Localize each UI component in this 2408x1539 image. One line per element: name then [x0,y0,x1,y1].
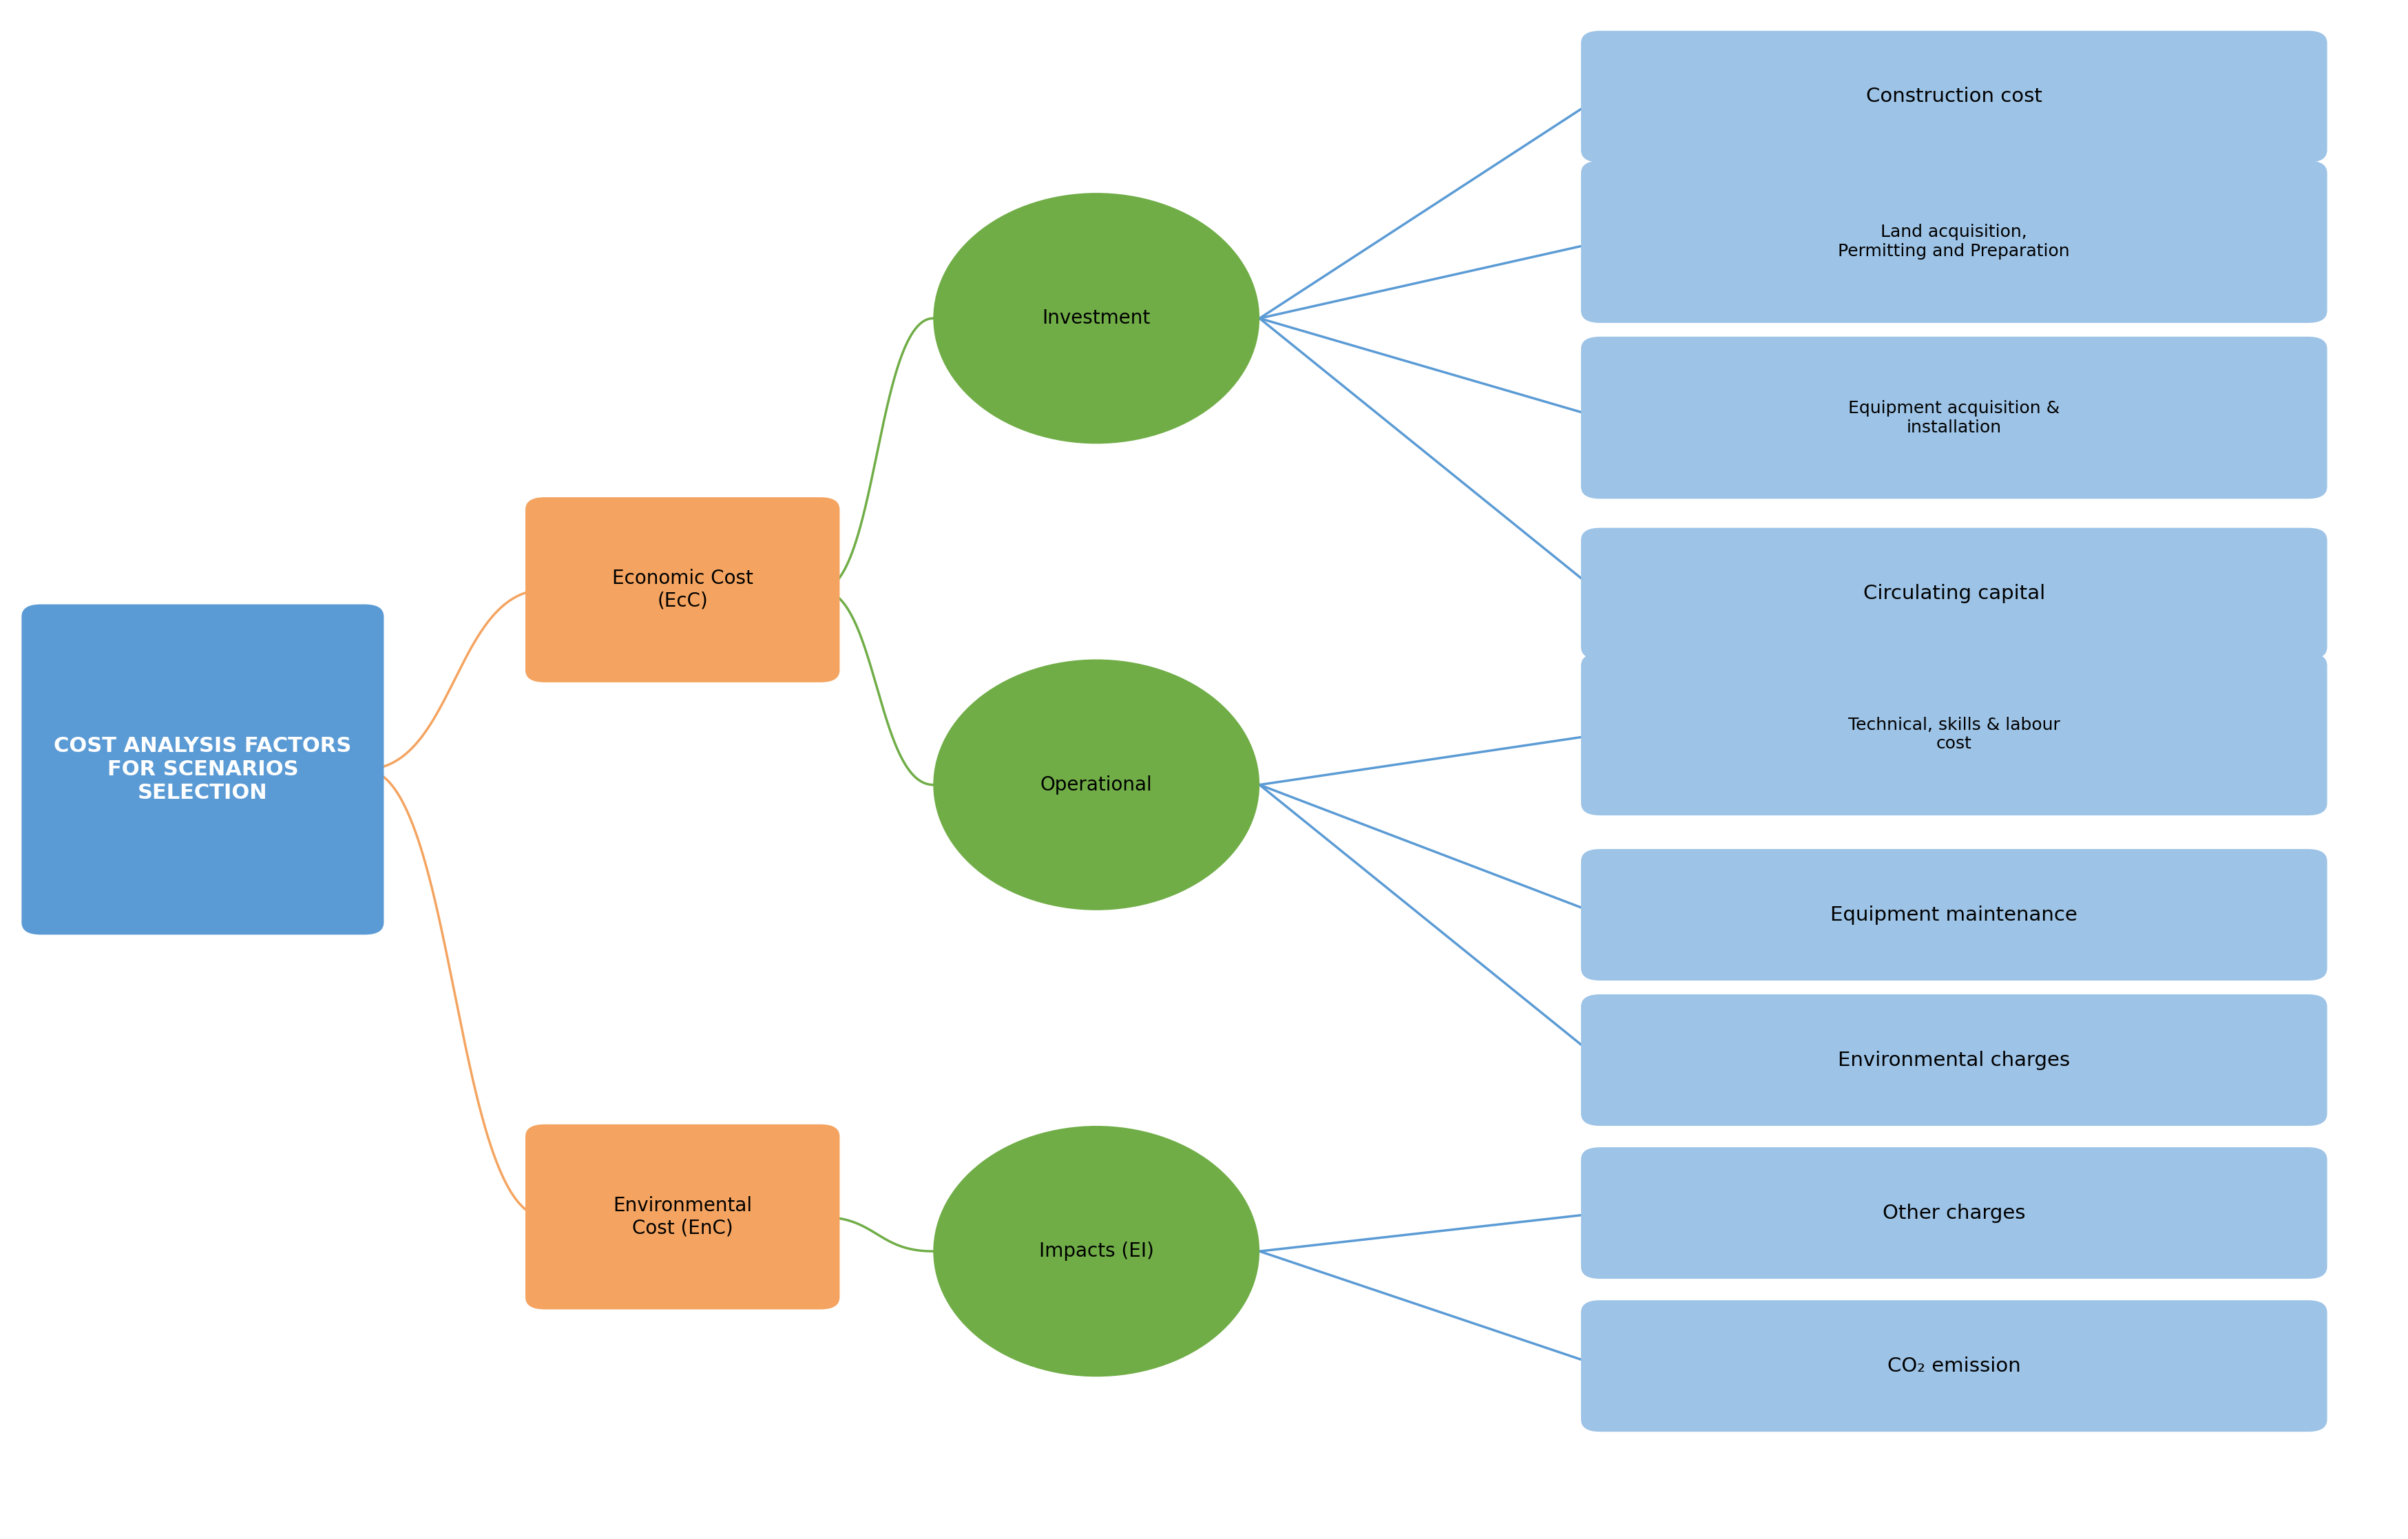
Text: Technical, skills & labour
cost: Technical, skills & labour cost [1847,717,2059,753]
FancyBboxPatch shape [22,605,383,934]
FancyBboxPatch shape [1580,160,2326,323]
Text: Construction cost: Construction cost [1866,86,2042,106]
Text: Land acquisition,
Permitting and Preparation: Land acquisition, Permitting and Prepara… [1837,225,2068,260]
FancyBboxPatch shape [525,1125,840,1310]
Ellipse shape [932,1127,1259,1377]
FancyBboxPatch shape [1580,1147,2326,1279]
Text: Environmental
Cost (EnC): Environmental Cost (EnC) [612,1196,751,1237]
FancyBboxPatch shape [1580,994,2326,1127]
Text: Impacts (EI): Impacts (EI) [1038,1242,1153,1260]
Text: Economic Cost
(EcC): Economic Cost (EcC) [612,569,754,611]
Text: Circulating capital: Circulating capital [1861,583,2044,603]
FancyBboxPatch shape [1580,528,2326,659]
Text: CO₂ emission: CO₂ emission [1888,1356,2020,1376]
FancyBboxPatch shape [1580,1300,2326,1431]
Ellipse shape [932,192,1259,443]
Text: Investment: Investment [1043,309,1151,328]
Ellipse shape [932,659,1259,910]
FancyBboxPatch shape [1580,337,2326,499]
FancyBboxPatch shape [1580,31,2326,162]
FancyBboxPatch shape [525,497,840,682]
FancyBboxPatch shape [1580,850,2326,980]
Text: Equipment maintenance: Equipment maintenance [1830,905,2078,925]
Text: COST ANALYSIS FACTORS
FOR SCENARIOS
SELECTION: COST ANALYSIS FACTORS FOR SCENARIOS SELE… [53,736,352,803]
Text: Operational: Operational [1040,776,1151,794]
Text: Environmental charges: Environmental charges [1837,1051,2068,1070]
FancyBboxPatch shape [1580,653,2326,816]
Text: Other charges: Other charges [1883,1203,2025,1222]
Text: Equipment acquisition &
installation: Equipment acquisition & installation [1847,400,2059,436]
